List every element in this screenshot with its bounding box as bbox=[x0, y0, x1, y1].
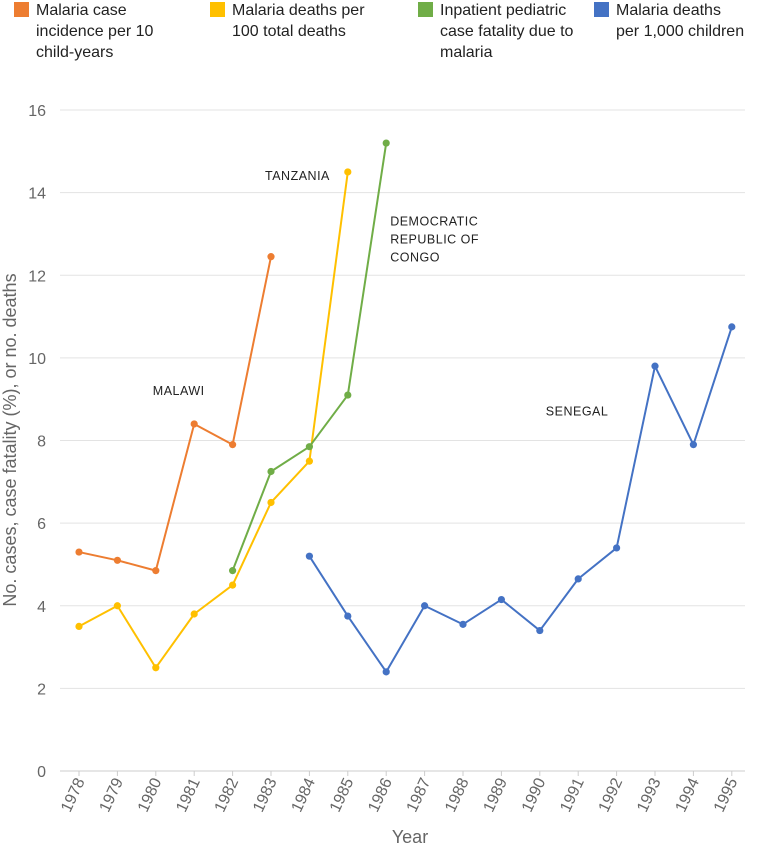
data-point bbox=[344, 168, 352, 176]
series-line bbox=[308, 326, 733, 673]
data-point bbox=[190, 420, 198, 428]
y-tick-label: 2 bbox=[37, 681, 46, 698]
x-tick-label: 1979 bbox=[97, 775, 127, 815]
data-point bbox=[305, 443, 313, 451]
x-axis-ticks: 1978 1979 1980 1981 1982 1983 1984 1985 1986 1987… bbox=[58, 771, 741, 815]
data-point bbox=[75, 622, 83, 631]
y-tick-label: 10 bbox=[28, 351, 46, 368]
legend-item-2: Malaria deaths per 100 total deaths bbox=[210, 2, 365, 40]
x-tick-label: 1982 bbox=[212, 775, 242, 815]
x-tick-label: 1987 bbox=[404, 775, 434, 815]
legend-label: Malaria deaths per 100 total deaths bbox=[232, 2, 365, 40]
data-point bbox=[305, 457, 313, 465]
data-point bbox=[229, 441, 237, 449]
series-1 bbox=[75, 253, 275, 575]
legend-item-1: Malaria case incidence per 10 child-years bbox=[14, 2, 154, 61]
x-tick-label: 1989 bbox=[481, 775, 511, 815]
y-axis-ticks: 0 2 4 6 8 10 12 14 16 bbox=[28, 103, 46, 781]
series-line bbox=[78, 171, 349, 669]
data-point bbox=[267, 467, 275, 476]
data-point bbox=[651, 362, 659, 370]
data-point bbox=[536, 626, 544, 635]
y-tick-label: 6 bbox=[37, 516, 46, 533]
annotation-label: TANZANIA bbox=[265, 169, 330, 183]
annotations: MALAWI TANZANIA DEMOCRATIC REPUBLIC OF CONGO… bbox=[153, 169, 609, 419]
data-point bbox=[113, 556, 121, 564]
series-lines bbox=[75, 139, 736, 676]
data-point bbox=[267, 253, 275, 261]
data-point bbox=[459, 620, 467, 628]
x-tick-label: 1988 bbox=[442, 775, 472, 815]
data-point bbox=[344, 612, 352, 620]
data-point bbox=[689, 441, 698, 449]
legend-label: Inpatient pediatric case fatality due to m… bbox=[440, 2, 574, 61]
data-point bbox=[574, 575, 582, 583]
series-2 bbox=[75, 168, 352, 672]
x-tick-label: 1986 bbox=[365, 775, 395, 815]
gridlines bbox=[60, 109, 745, 772]
data-point bbox=[382, 668, 390, 676]
legend: Malaria case incidence per 10 child-years M… bbox=[14, 2, 744, 61]
legend-label: Malaria deaths per 1,000 children bbox=[616, 2, 744, 40]
series-line bbox=[78, 256, 272, 572]
legend-swatch bbox=[418, 2, 433, 17]
x-tick-label: 1980 bbox=[135, 775, 165, 815]
legend-swatch bbox=[210, 2, 225, 17]
data-point bbox=[382, 139, 390, 147]
x-tick-label: 1993 bbox=[634, 775, 664, 815]
y-tick-label: 4 bbox=[37, 599, 46, 616]
series-line bbox=[231, 142, 388, 571]
legend-swatch bbox=[594, 2, 609, 17]
x-tick-label: 1984 bbox=[289, 775, 319, 815]
legend-item-4: Malaria deaths per 1,000 children bbox=[594, 2, 744, 40]
x-axis-label: Year bbox=[392, 827, 428, 847]
x-tick-label: 1981 bbox=[173, 775, 203, 815]
y-tick-label: 0 bbox=[37, 764, 46, 781]
data-point bbox=[113, 602, 121, 610]
x-tick-label: 1992 bbox=[596, 775, 626, 815]
y-tick-label: 14 bbox=[28, 186, 46, 203]
x-tick-label: 1978 bbox=[58, 775, 88, 815]
x-tick-label: 1990 bbox=[519, 775, 549, 815]
data-point bbox=[152, 664, 160, 672]
data-point bbox=[190, 610, 198, 618]
series-3 bbox=[229, 139, 390, 575]
data-point bbox=[497, 595, 505, 604]
y-tick-label: 16 bbox=[28, 103, 46, 120]
annotation-label: MALAWI bbox=[153, 384, 205, 398]
y-tick-label: 8 bbox=[37, 434, 46, 451]
data-point bbox=[305, 552, 313, 560]
x-tick-label: 1983 bbox=[250, 775, 280, 815]
annotation-label: DEMOCRATIC REPUBLIC OF CONGO bbox=[390, 215, 479, 265]
x-tick-label: 1991 bbox=[557, 775, 587, 815]
data-point bbox=[75, 548, 83, 556]
x-tick-label: 1995 bbox=[711, 775, 741, 815]
series-4 bbox=[305, 323, 736, 676]
data-point bbox=[421, 602, 429, 610]
legend-label: Malaria case incidence per 10 child-years bbox=[36, 2, 154, 61]
y-tick-label: 12 bbox=[28, 268, 46, 285]
data-point bbox=[267, 498, 275, 507]
data-point bbox=[728, 323, 736, 331]
annotation-label: SENEGAL bbox=[546, 405, 609, 419]
data-point bbox=[229, 581, 237, 589]
data-point bbox=[152, 567, 160, 575]
legend-item-3: Inpatient pediatric case fatality due to m… bbox=[418, 2, 574, 61]
x-tick-label: 1994 bbox=[673, 775, 703, 815]
y-axis-label: No. cases, case fatality (%), or no. dea… bbox=[0, 273, 20, 606]
data-point bbox=[344, 391, 352, 399]
legend-swatch bbox=[14, 2, 29, 17]
data-point bbox=[613, 544, 621, 552]
x-tick-label: 1985 bbox=[327, 775, 357, 815]
data-point bbox=[229, 567, 237, 575]
